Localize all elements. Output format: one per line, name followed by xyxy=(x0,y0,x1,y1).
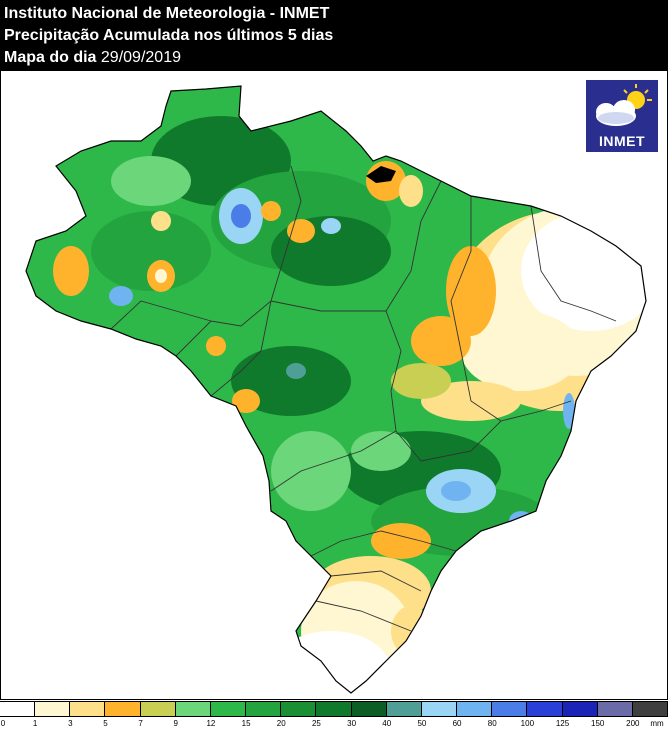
legend-swatch xyxy=(632,701,668,717)
map-subtitle: Precipitação Acumulada nos últimos 5 dia… xyxy=(4,27,334,44)
legend-swatch xyxy=(527,701,563,717)
state-borders xyxy=(110,165,617,632)
legend-tick-label: 3 xyxy=(68,719,73,728)
legend-tick-label: 0 xyxy=(0,719,6,728)
legend-tick-label: 40 xyxy=(382,719,392,728)
legend-swatch xyxy=(175,701,211,717)
legend-tick-label: 50 xyxy=(417,719,427,728)
legend-tick-label: 60 xyxy=(452,719,462,728)
legend-tick-label: 100 xyxy=(520,719,535,728)
map-date-value: 29/09/2019 xyxy=(100,49,181,66)
legend-swatch xyxy=(457,701,493,717)
legend-tick-label: 80 xyxy=(487,719,497,728)
marajo-island xyxy=(366,166,396,183)
legend-swatch xyxy=(210,701,247,717)
map-date-line: Mapa do dia 29/09/2019 xyxy=(4,48,181,68)
legend-tick-label: 9 xyxy=(173,719,179,728)
legend-swatch xyxy=(492,701,528,717)
legend-tick-label: 15 xyxy=(241,719,251,728)
inmet-logo-text: INMET xyxy=(598,133,646,149)
legend-tick-label: 5 xyxy=(103,719,108,728)
legend-color-bar xyxy=(0,701,668,717)
legend-tick-label: 1 xyxy=(32,719,38,728)
precipitation-map xyxy=(0,70,668,700)
legend-tick-label: 150 xyxy=(590,719,605,728)
legend-unit-label: mm xyxy=(650,719,664,728)
legend-swatch xyxy=(386,701,422,717)
brazil-map-svg xyxy=(25,85,647,694)
legend-swatch xyxy=(105,701,141,717)
legend-tick-label: 125 xyxy=(555,719,570,728)
map-header: Instituto Nacional de Meteorologia - INM… xyxy=(0,0,668,70)
legend-swatch xyxy=(316,701,352,717)
legend-tick-label: 25 xyxy=(311,719,321,728)
map-date-label: Mapa do dia xyxy=(4,49,97,66)
legend-swatch xyxy=(140,701,176,717)
legend-swatch xyxy=(351,701,387,717)
legend-tick-label: 30 xyxy=(347,719,357,728)
legend-swatch xyxy=(35,701,71,717)
inmet-logo: INMET xyxy=(586,80,658,152)
legend-swatch xyxy=(70,701,106,717)
legend-swatch xyxy=(421,701,458,717)
legend-tick-label: 200 xyxy=(626,719,640,728)
legend-swatch xyxy=(246,701,282,717)
legend-tick-label: 7 xyxy=(138,719,143,728)
legend-tick-label: 12 xyxy=(206,719,216,728)
precipitation-legend: 0 1 3 5 7 9 12 15 20 25 30 40 50 60 80 100 125 150 200 mm xyxy=(0,700,668,731)
legend-swatch xyxy=(281,701,317,717)
legend-swatch xyxy=(597,701,633,717)
legend-swatch xyxy=(0,701,36,717)
institution-title: Instituto Nacional de Meteorologia - INM… xyxy=(4,5,330,22)
weather-cloud-sun-icon xyxy=(596,84,652,126)
legend-swatch xyxy=(562,701,598,717)
legend-tick-label: 20 xyxy=(276,719,286,728)
